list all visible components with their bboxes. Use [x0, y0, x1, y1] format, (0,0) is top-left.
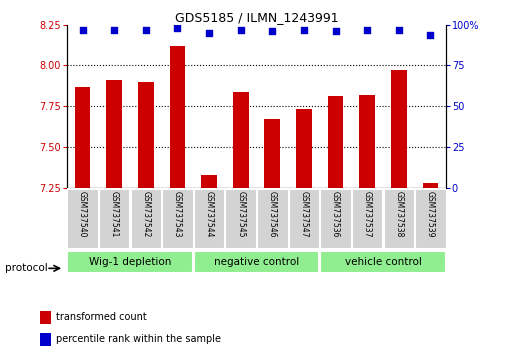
Point [426, 32, 435, 38]
Point [78, 27, 87, 33]
Bar [296, 109, 312, 188]
Bar [201, 175, 217, 188]
Point [110, 27, 118, 33]
Text: GSM737540: GSM737540 [78, 191, 87, 237]
Point [173, 25, 182, 31]
Text: GSM737546: GSM737546 [268, 191, 277, 237]
Point [236, 27, 245, 33]
Text: protocol: protocol [5, 263, 48, 273]
Point [394, 27, 403, 33]
Text: GSM737537: GSM737537 [363, 191, 372, 237]
FancyBboxPatch shape [352, 189, 382, 249]
FancyBboxPatch shape [289, 189, 319, 249]
Bar [169, 46, 185, 188]
FancyBboxPatch shape [194, 189, 224, 249]
FancyBboxPatch shape [131, 189, 161, 249]
FancyBboxPatch shape [321, 251, 446, 273]
FancyBboxPatch shape [67, 251, 192, 273]
Point [300, 27, 308, 33]
Bar [391, 70, 407, 188]
Bar [423, 183, 439, 188]
Point [142, 27, 150, 33]
FancyBboxPatch shape [257, 189, 287, 249]
Point [331, 28, 340, 34]
Text: GSM737542: GSM737542 [141, 191, 150, 237]
Point [363, 27, 371, 33]
FancyBboxPatch shape [321, 189, 351, 249]
FancyBboxPatch shape [416, 189, 446, 249]
Bar [264, 119, 280, 188]
Text: percentile rank within the sample: percentile rank within the sample [55, 335, 221, 344]
Text: GSM737541: GSM737541 [110, 191, 119, 237]
Text: GSM737538: GSM737538 [394, 191, 403, 237]
Text: GSM737536: GSM737536 [331, 191, 340, 237]
Title: GDS5185 / ILMN_1243991: GDS5185 / ILMN_1243991 [175, 11, 338, 24]
FancyBboxPatch shape [67, 189, 97, 249]
FancyBboxPatch shape [384, 189, 414, 249]
Point [205, 30, 213, 36]
Text: transformed count: transformed count [55, 312, 146, 322]
Bar [74, 87, 90, 188]
Text: vehicle control: vehicle control [345, 257, 422, 267]
Text: negative control: negative control [214, 257, 299, 267]
Bar [138, 82, 154, 188]
Text: GSM737544: GSM737544 [205, 191, 213, 237]
Bar [233, 92, 249, 188]
Bar [40, 311, 51, 324]
FancyBboxPatch shape [194, 251, 319, 273]
FancyBboxPatch shape [99, 189, 129, 249]
Text: GSM737545: GSM737545 [236, 191, 245, 237]
Text: GSM737547: GSM737547 [300, 191, 308, 237]
Bar [328, 96, 344, 188]
Text: GSM737539: GSM737539 [426, 191, 435, 237]
FancyBboxPatch shape [162, 189, 192, 249]
Text: GSM737543: GSM737543 [173, 191, 182, 237]
FancyBboxPatch shape [226, 189, 256, 249]
Text: Wig-1 depletion: Wig-1 depletion [89, 257, 171, 267]
Point [268, 28, 277, 34]
Bar [359, 95, 375, 188]
Bar [40, 333, 51, 346]
Bar [106, 80, 122, 188]
